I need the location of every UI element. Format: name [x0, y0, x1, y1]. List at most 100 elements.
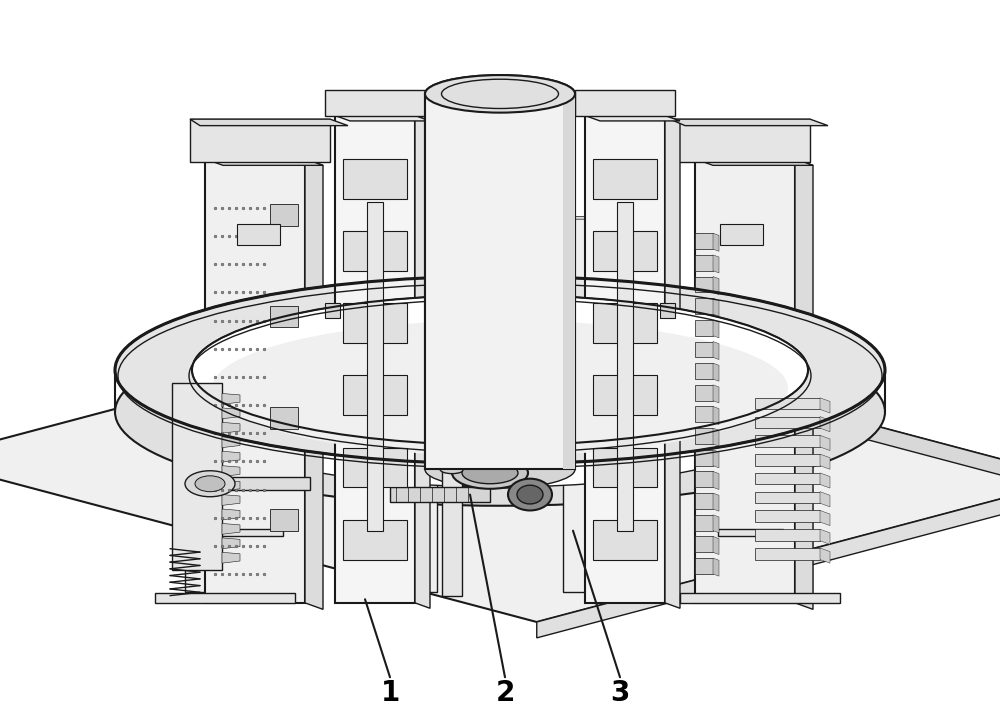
Polygon shape — [463, 316, 1000, 495]
Polygon shape — [755, 454, 820, 466]
Polygon shape — [325, 303, 340, 318]
Polygon shape — [343, 231, 407, 271]
Polygon shape — [367, 202, 383, 531]
Polygon shape — [222, 393, 240, 404]
Polygon shape — [270, 204, 298, 226]
Polygon shape — [565, 94, 575, 469]
Polygon shape — [335, 116, 430, 121]
Polygon shape — [703, 260, 727, 592]
Polygon shape — [695, 406, 713, 422]
Polygon shape — [185, 318, 209, 592]
Polygon shape — [0, 316, 1000, 622]
Ellipse shape — [185, 471, 235, 497]
Polygon shape — [222, 451, 240, 462]
Polygon shape — [415, 116, 430, 608]
Polygon shape — [670, 119, 828, 126]
Polygon shape — [237, 224, 280, 245]
Polygon shape — [210, 477, 310, 490]
Polygon shape — [695, 320, 713, 336]
Polygon shape — [820, 548, 830, 563]
Polygon shape — [343, 375, 407, 415]
Polygon shape — [335, 116, 415, 603]
Polygon shape — [820, 473, 830, 488]
Polygon shape — [820, 398, 830, 413]
Polygon shape — [665, 116, 680, 608]
Polygon shape — [190, 119, 348, 126]
Polygon shape — [820, 529, 830, 544]
Ellipse shape — [115, 318, 885, 505]
Ellipse shape — [192, 295, 808, 445]
Polygon shape — [713, 363, 719, 381]
Polygon shape — [425, 94, 575, 469]
Polygon shape — [343, 520, 407, 560]
Polygon shape — [185, 318, 215, 321]
Polygon shape — [713, 342, 719, 360]
Ellipse shape — [462, 462, 518, 484]
Polygon shape — [273, 260, 303, 263]
Polygon shape — [270, 305, 298, 327]
Polygon shape — [695, 536, 713, 552]
Polygon shape — [222, 509, 240, 520]
Polygon shape — [695, 385, 713, 401]
Polygon shape — [713, 385, 719, 403]
Polygon shape — [593, 448, 657, 487]
Ellipse shape — [452, 457, 528, 489]
Polygon shape — [695, 493, 713, 509]
Polygon shape — [343, 448, 407, 487]
Polygon shape — [222, 480, 240, 491]
Polygon shape — [343, 303, 407, 343]
Text: 3: 3 — [610, 679, 630, 707]
Polygon shape — [795, 159, 813, 609]
Polygon shape — [695, 298, 713, 314]
Polygon shape — [695, 450, 713, 466]
Polygon shape — [270, 509, 298, 531]
Polygon shape — [593, 520, 657, 560]
Polygon shape — [222, 523, 240, 534]
Polygon shape — [660, 303, 675, 318]
Polygon shape — [755, 529, 820, 541]
Ellipse shape — [195, 476, 225, 492]
Polygon shape — [593, 303, 657, 343]
Ellipse shape — [440, 465, 464, 474]
Polygon shape — [820, 510, 830, 526]
Polygon shape — [695, 471, 713, 487]
Polygon shape — [713, 277, 719, 295]
Polygon shape — [695, 558, 713, 574]
Polygon shape — [713, 255, 719, 273]
Polygon shape — [695, 515, 713, 531]
Polygon shape — [172, 383, 222, 570]
Polygon shape — [222, 466, 240, 477]
Polygon shape — [670, 119, 810, 162]
Polygon shape — [222, 422, 240, 433]
Polygon shape — [593, 375, 657, 415]
Polygon shape — [343, 159, 407, 199]
Polygon shape — [413, 217, 443, 219]
Ellipse shape — [212, 321, 788, 456]
Polygon shape — [695, 342, 713, 357]
Polygon shape — [755, 417, 820, 428]
Polygon shape — [593, 231, 657, 271]
Polygon shape — [537, 479, 1000, 638]
Polygon shape — [425, 94, 575, 469]
Polygon shape — [820, 435, 830, 451]
Ellipse shape — [425, 75, 575, 113]
Polygon shape — [713, 298, 719, 316]
Polygon shape — [788, 318, 812, 592]
Polygon shape — [820, 492, 830, 507]
Polygon shape — [820, 454, 830, 469]
Ellipse shape — [425, 75, 575, 113]
Ellipse shape — [517, 485, 543, 504]
Polygon shape — [713, 233, 719, 251]
Polygon shape — [695, 363, 713, 379]
Polygon shape — [695, 159, 795, 603]
Polygon shape — [720, 224, 763, 245]
Polygon shape — [617, 202, 633, 531]
Ellipse shape — [192, 336, 808, 487]
Polygon shape — [680, 593, 840, 603]
Polygon shape — [713, 471, 719, 490]
Polygon shape — [703, 260, 733, 263]
Polygon shape — [713, 536, 719, 554]
Polygon shape — [390, 487, 490, 502]
Polygon shape — [718, 529, 783, 536]
Polygon shape — [222, 538, 240, 549]
